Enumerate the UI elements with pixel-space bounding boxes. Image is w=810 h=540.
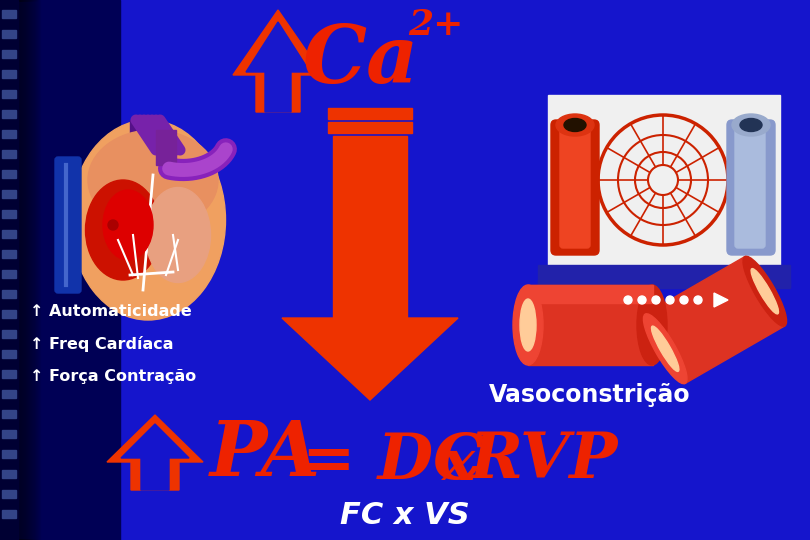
Text: RVP: RVP [470, 430, 618, 492]
Polygon shape [121, 424, 189, 490]
Circle shape [108, 220, 118, 230]
Circle shape [652, 296, 660, 304]
Ellipse shape [103, 190, 153, 260]
Ellipse shape [520, 299, 536, 351]
Ellipse shape [513, 285, 543, 365]
Text: = DC: = DC [302, 430, 484, 492]
FancyBboxPatch shape [735, 127, 765, 248]
Bar [2, 490, 16, 498]
Bar [2, 350, 16, 358]
Bar [2, 90, 16, 98]
Circle shape [680, 296, 688, 304]
Bar [2, 190, 16, 198]
Bar [2, 470, 16, 478]
Circle shape [694, 296, 702, 304]
Bar [528, 285, 653, 303]
Bar [130, 120, 160, 170]
Bar [328, 122, 412, 133]
Bar [156, 130, 176, 165]
Bar [2, 330, 16, 338]
Bar [2, 450, 16, 458]
Ellipse shape [740, 118, 762, 132]
Ellipse shape [556, 114, 594, 136]
Text: x: x [442, 437, 475, 492]
Text: FC x VS: FC x VS [340, 501, 470, 530]
Bar [2, 150, 16, 158]
Text: Vasoconstrição: Vasoconstrição [489, 383, 691, 407]
Bar [0, 0, 18, 540]
Bar [528, 285, 653, 365]
Text: PA: PA [210, 418, 321, 492]
Bar [2, 10, 16, 18]
Bar [2, 30, 16, 38]
Ellipse shape [70, 120, 225, 320]
Circle shape [638, 296, 646, 304]
Text: ↑ Força Contração: ↑ Força Contração [30, 368, 196, 383]
Bar [548, 95, 780, 270]
Circle shape [624, 296, 632, 304]
Polygon shape [246, 22, 310, 112]
Ellipse shape [643, 314, 687, 384]
Ellipse shape [146, 187, 211, 282]
Polygon shape [282, 318, 458, 400]
Polygon shape [646, 256, 785, 383]
Bar [2, 370, 16, 378]
FancyBboxPatch shape [560, 127, 590, 248]
Ellipse shape [637, 285, 667, 365]
Polygon shape [0, 0, 120, 540]
Bar [2, 290, 16, 298]
Bar [2, 410, 16, 418]
Polygon shape [233, 10, 323, 112]
Polygon shape [714, 293, 728, 307]
Text: ↑ Freq Cardíaca: ↑ Freq Cardíaca [30, 336, 173, 352]
FancyBboxPatch shape [727, 120, 775, 255]
Bar [328, 108, 412, 119]
Bar [2, 270, 16, 278]
Bar [2, 210, 16, 218]
Text: 2+: 2+ [408, 8, 463, 42]
Polygon shape [107, 415, 203, 490]
Circle shape [666, 296, 674, 304]
FancyBboxPatch shape [551, 120, 599, 255]
Text: Ca: Ca [302, 23, 418, 100]
Bar [2, 310, 16, 318]
Bar [538, 280, 790, 288]
Bar [2, 510, 16, 518]
Ellipse shape [751, 268, 778, 314]
Bar [538, 265, 790, 287]
Ellipse shape [651, 326, 679, 372]
Bar [333, 136, 407, 321]
Bar [2, 170, 16, 178]
Bar [2, 130, 16, 138]
Ellipse shape [564, 118, 586, 132]
Ellipse shape [732, 114, 770, 136]
Bar [2, 70, 16, 78]
Bar [2, 50, 16, 58]
Ellipse shape [88, 130, 218, 230]
Text: ↑ Automaticidade: ↑ Automaticidade [30, 305, 192, 320]
Bar [2, 390, 16, 398]
Bar [2, 110, 16, 118]
Bar [2, 250, 16, 258]
Ellipse shape [86, 180, 160, 280]
Bar [2, 430, 16, 438]
FancyBboxPatch shape [55, 157, 81, 293]
Ellipse shape [743, 256, 787, 326]
Bar [2, 230, 16, 238]
